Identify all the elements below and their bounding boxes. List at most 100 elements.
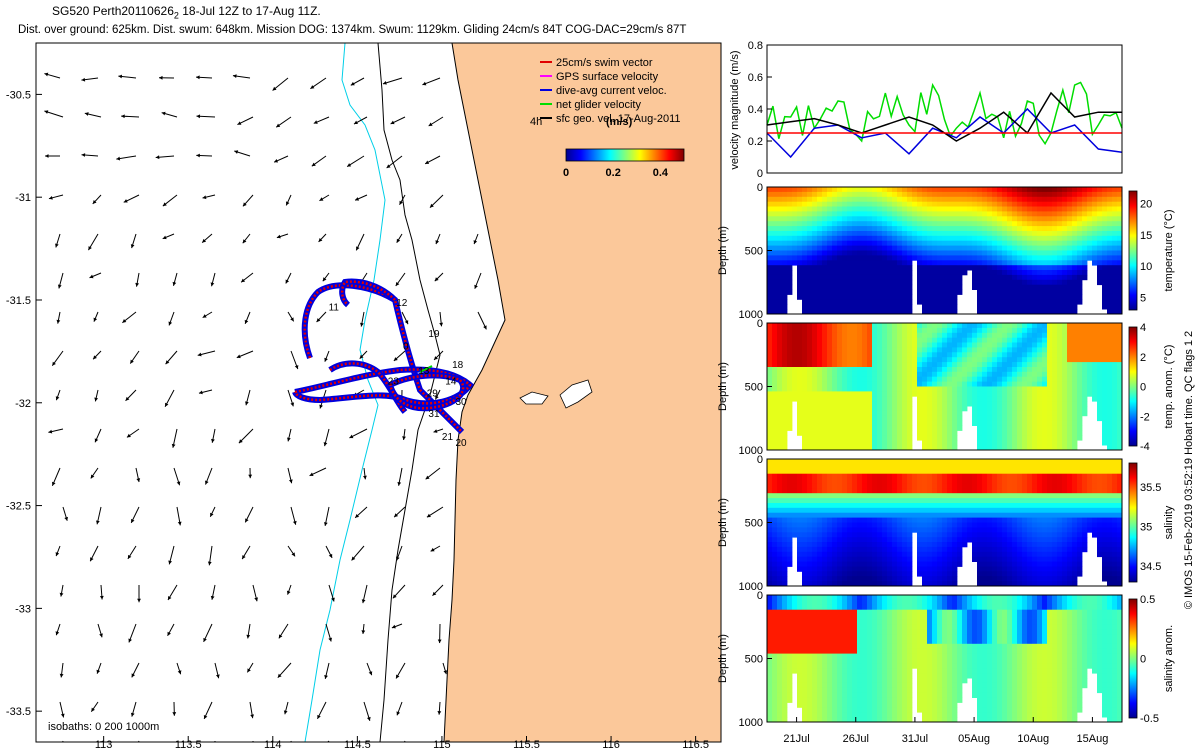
heatmap-cell: [812, 571, 818, 577]
heatmap-cell: [962, 191, 968, 198]
heatmap-cell: [937, 327, 943, 334]
heatmap-cell: [867, 527, 873, 533]
heatmap-cell: [922, 430, 928, 436]
heatmap-cell: [942, 463, 948, 470]
heatmap-cell: [1037, 445, 1043, 451]
heatmap-cell: [1087, 221, 1093, 227]
geostrophic-arrow: [399, 194, 406, 205]
geostrophic-arrow: [432, 584, 444, 597]
heatmap-cell: [837, 274, 843, 281]
heatmap-cell: [907, 415, 913, 422]
heatmap-cell: [1047, 430, 1053, 436]
heatmap-cell: [812, 498, 818, 504]
heatmap-cell: [872, 201, 878, 207]
heatmap-cell: [952, 561, 958, 567]
heatmap-cell: [912, 367, 918, 373]
heatmap-cell: [897, 381, 903, 387]
heatmap-cell: [867, 561, 873, 567]
heatmap-cell: [792, 250, 798, 256]
heatmap-cell: [1092, 342, 1098, 348]
rottnest-island: [519, 391, 549, 405]
heatmap-cell: [827, 332, 833, 339]
heatmap-cell: [772, 488, 778, 494]
heatmap-cell: [982, 430, 988, 436]
heatmap-cell: [917, 352, 923, 358]
heatmap-cell: [802, 270, 808, 276]
heatmap-cell: [997, 401, 1003, 407]
heatmap-cell: [952, 309, 958, 315]
heatmap-cell: [882, 507, 888, 514]
heatmap-cell: [1007, 216, 1013, 222]
heatmap-cell: [797, 367, 803, 373]
heatmap-cell: [867, 304, 873, 310]
heatmap-cell: [822, 323, 828, 329]
heatmap-cell: [907, 517, 913, 523]
heatmap-cell: [912, 235, 918, 242]
heatmap-cell: [1092, 323, 1098, 329]
heatmap-cell: [1102, 440, 1108, 446]
heatmap-cell: [867, 381, 873, 387]
heatmap-cell: [1107, 255, 1113, 261]
heatmap-cell: [952, 260, 958, 266]
heatmap-cell: [842, 221, 848, 227]
heatmap-cell: [992, 512, 998, 518]
heatmap-cell: [882, 488, 888, 494]
heatmap-cell: [997, 206, 1003, 212]
heatmap-cell: [772, 216, 778, 222]
heatmap-cell: [862, 367, 868, 373]
heatmap-cell: [1067, 323, 1073, 329]
heatmap-cell: [1007, 187, 1013, 193]
heatmap-cell: [812, 381, 818, 387]
heatmap-cell: [1062, 327, 1068, 334]
heatmap-cell: [827, 507, 833, 514]
heatmap-cell: [922, 503, 928, 509]
heatmap-cell: [822, 445, 828, 451]
heatmap-cell: [1047, 406, 1053, 412]
heatmap-cell: [862, 221, 868, 227]
heatmap-cell: [937, 352, 943, 358]
heatmap-cell: [877, 517, 883, 523]
heatmap-cell: [977, 191, 983, 198]
heatmap-cell: [787, 468, 793, 475]
heatmap-cell: [852, 235, 858, 242]
heatmap-cell: [1107, 279, 1113, 286]
heatmap-cell: [807, 279, 813, 286]
heatmap-cell: [782, 430, 788, 436]
heatmap-cell: [1057, 235, 1063, 242]
heatmap-cell: [792, 231, 798, 237]
heatmap-cell: [957, 221, 963, 227]
heatmap-cell: [937, 488, 943, 494]
heatmap-cell: [942, 367, 948, 373]
heatmap-cell: [992, 279, 998, 286]
heatmap-cell: [832, 206, 838, 212]
heatmap-cell: [1087, 357, 1093, 363]
heatmap-cell: [1017, 332, 1023, 339]
heatmap-cell: [1047, 211, 1053, 217]
heatmap-cell: [802, 386, 808, 392]
geostrophic-arrow: [290, 506, 297, 525]
heatmap-cell: [802, 473, 808, 479]
heatmap-cell: [957, 473, 963, 479]
heatmap-cell: [1062, 226, 1068, 232]
legend-label: dive-avg current veloc.: [556, 85, 667, 97]
heatmap-cell: [1117, 274, 1123, 281]
legend-label: sfc geo. vel. 17-Aug-2011: [556, 113, 681, 125]
heatmap-cell: [937, 299, 943, 305]
heatmap-cell: [767, 542, 773, 548]
heatmap-cell: [1107, 226, 1113, 232]
heatmap-cell: [982, 216, 988, 222]
heatmap-cell: [1022, 406, 1028, 412]
heatmap-cell: [932, 415, 938, 422]
heatmap-cell: [772, 337, 778, 343]
heatmap-cell: [777, 371, 783, 378]
heatmap-cell: [827, 376, 833, 382]
heatmap-cell: [922, 250, 928, 256]
heatmap-cell: [1007, 327, 1013, 334]
heatmap-cell: [927, 332, 933, 339]
section-colorbar-label: temperature (°C): [1163, 209, 1175, 291]
heatmap-cell: [1017, 289, 1023, 295]
heatmap-cell: [957, 498, 963, 504]
heatmap-cell: [1117, 376, 1123, 382]
heatmap-cell: [982, 420, 988, 426]
